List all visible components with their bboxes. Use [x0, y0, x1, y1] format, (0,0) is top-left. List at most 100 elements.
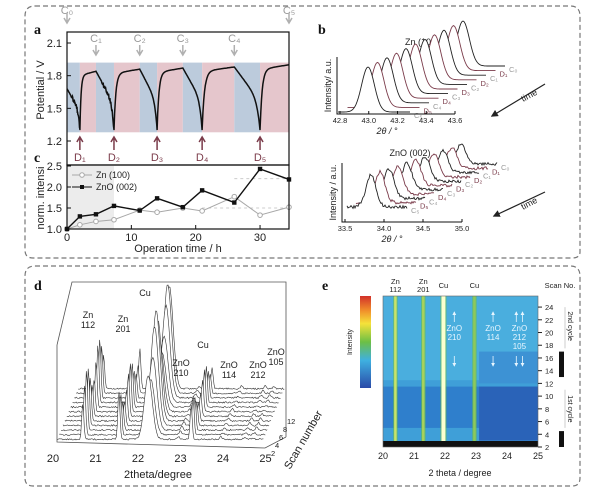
d-ztick-label: 12 [287, 417, 295, 426]
trace-label: C₄ [429, 197, 437, 206]
discharge-marker-label: D₄ [196, 152, 209, 164]
point-zno002 [155, 196, 159, 200]
b-xlabel: 2θ / ° [376, 126, 398, 136]
a-ylabel: Potential / V [35, 60, 47, 120]
panel-b-zn100-waterfall: Zn (100)C₀D₁C₁D₂C₂D₃C₃D₄C₄D₅C₅42.8 43.0 43… [323, 21, 545, 136]
band-charge [157, 63, 183, 133]
trace-label: D₄ [443, 97, 451, 106]
discharge-arrow-icon [77, 137, 83, 150]
band-charge [114, 63, 140, 133]
panel-a-voltage-plot: 2.11.81.51.2C₀C₁ C₂ C₃ C₄C₅D₁ D₂ D₃ D₄ D₅ [47, 5, 295, 165]
panel-label-a: a [34, 23, 41, 38]
a-ytick-label: 1.2 [47, 136, 62, 148]
band-charge [202, 63, 234, 133]
trace-label: D₁ [500, 70, 508, 79]
e-inner-label: ZnO [485, 324, 501, 333]
point-zn100 [258, 213, 263, 218]
e-inner-label: 212 [513, 333, 527, 342]
point-zno002 [94, 212, 98, 216]
charge-arrow-icon [93, 45, 99, 55]
peak-label: 210 [173, 368, 188, 378]
a-ytick-label: 1.5 [47, 103, 62, 115]
discharge-arrow-icon [154, 137, 160, 150]
e-ytick-label: 14 [545, 367, 553, 376]
trace-label: D₄ [438, 193, 446, 202]
point-zn100 [232, 194, 237, 199]
trace-label: D₅ [420, 202, 428, 211]
c-xtick-label: 30 [254, 232, 266, 244]
d-xtick-label: 25 [259, 453, 271, 465]
b-xtick-label: 43.0 [361, 116, 376, 125]
b-xtick-label: 43.4 [419, 116, 434, 125]
e-ytick-label: 8 [545, 405, 549, 414]
legend-zno002: ZnO (002) [96, 182, 137, 192]
b-ylabel: Intensity/ a.u. [323, 59, 333, 113]
peak-label: ZnO [267, 347, 285, 357]
point-zn100 [78, 223, 83, 228]
c-xlabel: Operation time / h [134, 243, 221, 255]
cycle1-label: 1st cycle [566, 395, 573, 422]
d-ztick-label: 8 [283, 425, 287, 434]
cycle2-label: 2nd cycle [566, 311, 573, 341]
time-arrow-icon [492, 84, 545, 116]
peak-label: Cu [139, 288, 151, 298]
trace-label: D₃ [462, 88, 470, 97]
peak-label: Cu [197, 340, 209, 350]
panel-label-c: c [34, 151, 40, 166]
band-discharge [96, 63, 114, 133]
discharge-marker-label: D₅ [254, 152, 266, 164]
b-subplot-title: ZnO (002) [389, 148, 430, 158]
d-ztick-label: 2 [271, 449, 275, 458]
peak-label: ZnO [220, 360, 238, 370]
e-xtick-label: 22 [440, 451, 450, 461]
panel-e-heatmap: Intensity2468101214161820222420 21 22 23 24 2… [347, 277, 575, 478]
discharge-marker-label: D₃ [151, 152, 163, 164]
charge-arrow-icon [231, 45, 237, 55]
heatmap-peak-line [394, 296, 397, 447]
b-xtick-label: 34.0 [377, 224, 392, 233]
e-top-label: Cu [470, 281, 480, 290]
b-xtick-label: 33.5 [338, 224, 353, 233]
point-zn100 [200, 209, 205, 214]
discharge-arrow-icon [199, 137, 205, 150]
e-top-label: 112 [389, 285, 401, 294]
charge-marker-label: C₂ [134, 33, 146, 45]
point-zno002 [258, 167, 262, 171]
a-ytick-label: 1.8 [47, 71, 62, 83]
e-ytick-label: 20 [545, 329, 553, 338]
peak-label: 112 [81, 320, 95, 330]
heatmap-peak-line [422, 296, 425, 447]
panel-d-waterfall: 20 21 22 23 24 252theta/degree246812Scan numb… [47, 282, 326, 481]
heatmap-dark-region [479, 387, 538, 441]
e-xtick-label: 23 [471, 451, 481, 461]
b-xtick-label: 43.6 [448, 116, 463, 125]
c-ytick-label: 1.0 [47, 224, 62, 236]
peak-label: 212 [250, 370, 265, 380]
trace-label: D₃ [456, 185, 464, 194]
discharge-arrow-icon [257, 137, 263, 150]
charge-marker-label: C₃ [177, 33, 189, 45]
peak-label: 105 [268, 357, 283, 367]
point-zn100 [94, 219, 99, 224]
e-inner-label: 114 [487, 333, 500, 342]
colorbar [360, 296, 371, 388]
e-inner-label: 210 [448, 333, 462, 342]
b-xtick-label: 43.2 [390, 116, 405, 125]
e-xlabel: 2 theta / degree [428, 468, 491, 478]
e-inner-label: ZnO [512, 324, 528, 333]
e-top-label: Scan No. [545, 281, 576, 290]
heatmap-peak-line [473, 296, 476, 447]
heatmap-peak-line [441, 296, 445, 447]
trace-label: C₁ [483, 172, 491, 181]
heatmap-mid-region [479, 352, 538, 384]
trace-label: C₀ [509, 65, 518, 74]
figure: a 2.11.81.51.2C₀C₁ C₂ C₃ C₄C₅D₁ D₂ D₃ D₄ D₅ Pot… [0, 0, 600, 491]
e-inner-label: ZnO [447, 324, 463, 333]
d-ztick-label: 6 [279, 433, 283, 442]
discharge-marker-label: D₂ [108, 152, 120, 164]
cycle1-bar [559, 431, 564, 447]
e-ytick-label: 22 [545, 316, 553, 325]
time-label: time [519, 195, 539, 212]
d-xlabel: 2theta/degree [124, 469, 192, 481]
c-xtick-label: 0 [64, 232, 70, 244]
